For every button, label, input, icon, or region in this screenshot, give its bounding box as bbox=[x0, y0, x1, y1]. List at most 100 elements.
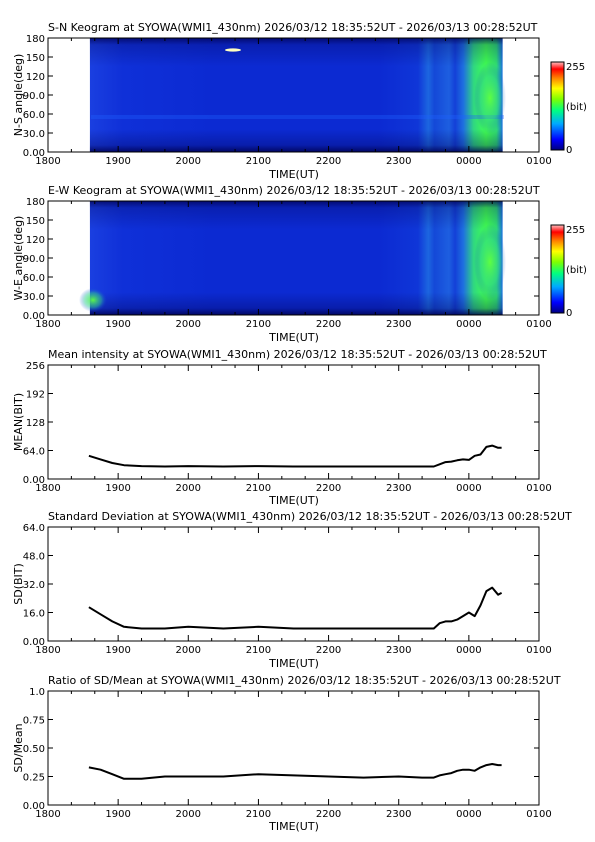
sn-colorbar-min: 0 bbox=[566, 145, 572, 156]
ew-colorbar-min: 0 bbox=[566, 308, 572, 319]
ratio-ytick-label: 0.50 bbox=[23, 744, 45, 755]
ew-keogram-xtick-label: 0000 bbox=[456, 319, 481, 330]
mean-xtick-label: 2200 bbox=[316, 483, 341, 494]
ew-keogram-title: E-W Keogram at SYOWA(WMI1_430nm) 2026/03… bbox=[48, 184, 540, 197]
mean-ytick-label: 192 bbox=[26, 390, 45, 401]
sn-keogram-bright-spot bbox=[225, 48, 241, 52]
ew-keogram-ytick-label: 120 bbox=[26, 235, 45, 246]
ew-keogram-xticks: 1800 1900 2000 2100 2200 2300 0000 0100 bbox=[35, 201, 552, 330]
sn-keogram-xtick-label: 0000 bbox=[456, 156, 481, 167]
sn-keogram-xtick-label: 1900 bbox=[105, 156, 130, 167]
ratio-xtick-label: 0100 bbox=[526, 809, 551, 820]
sd-ytick-label: 16.0 bbox=[23, 609, 45, 620]
sd-xtick-label: 2000 bbox=[176, 645, 201, 656]
sn-colorbar bbox=[550, 61, 565, 151]
mean-frame bbox=[47, 364, 540, 480]
sn-keogram-ytick-label: 90.0 bbox=[23, 91, 45, 102]
ew-keogram-ytick-label: 30.0 bbox=[23, 292, 45, 303]
sd-xtick-label: 2200 bbox=[316, 645, 341, 656]
sd-xtick-label: 1800 bbox=[35, 645, 60, 656]
sd-panel: Standard Deviation at SYOWA(WMI1_430nm) … bbox=[12, 510, 572, 670]
ew-keogram-xtick-label: 2000 bbox=[176, 319, 201, 330]
mean-panel: Mean intensity at SYOWA(WMI1_430nm) 2026… bbox=[12, 348, 552, 507]
mean-ytick-label: 0.00 bbox=[23, 475, 45, 486]
mean-ytick-label: 256 bbox=[26, 361, 45, 372]
ratio-yticks: 0.00 0.25 0.50 0.75 1.0 bbox=[23, 687, 539, 812]
ratio-line bbox=[88, 763, 502, 780]
ratio-xtick-label: 0000 bbox=[456, 809, 481, 820]
mean-xtick-label: 1900 bbox=[105, 483, 130, 494]
sn-keogram-title: S-N Keogram at SYOWA(WMI1_430nm) 2026/03… bbox=[48, 21, 538, 34]
ew-keogram-xtick-label: 1800 bbox=[35, 319, 60, 330]
sn-keogram-ytick-label: 0.00 bbox=[23, 148, 45, 159]
sn-keogram-xticks: 1800 1900 2000 2100 2200 2300 0000 0100 bbox=[35, 38, 552, 167]
sn-keogram-ytick-label: 150 bbox=[26, 53, 45, 64]
ratio-xlabel: TIME(UT) bbox=[268, 820, 319, 833]
mean-xtick-label: 0000 bbox=[456, 483, 481, 494]
ratio-xtick-label: 2300 bbox=[386, 809, 411, 820]
ew-keogram-xlabel: TIME(UT) bbox=[268, 331, 319, 344]
ew-keogram-ytick-label: 0.00 bbox=[23, 311, 45, 322]
ew-colorbar-unit: (bit) bbox=[566, 265, 587, 276]
ew-keogram-ytick-label: 60.0 bbox=[23, 273, 45, 284]
ew-colorbar bbox=[550, 224, 565, 314]
sn-colorbar-unit: (bit) bbox=[566, 102, 587, 113]
ew-colorbar-max: 255 bbox=[566, 225, 585, 236]
ew-keogram-yticks: 0.00 30.0 60.0 90.0 120 150 180 bbox=[23, 197, 539, 322]
mean-xlabel: TIME(UT) bbox=[268, 494, 319, 507]
ratio-xtick-label: 2100 bbox=[246, 809, 271, 820]
mean-xtick-label: 2100 bbox=[246, 483, 271, 494]
sd-xlabel: TIME(UT) bbox=[268, 657, 319, 670]
sd-xtick-label: 2300 bbox=[386, 645, 411, 656]
mean-ytick-label: 128 bbox=[26, 418, 45, 429]
mean-xtick-label: 2000 bbox=[176, 483, 201, 494]
sn-keogram-shading bbox=[89, 38, 503, 152]
sn-colorbar-max: 255 bbox=[566, 62, 585, 73]
sn-keogram-ytick-label: 30.0 bbox=[23, 129, 45, 140]
sn-keogram-xtick-label: 2000 bbox=[176, 156, 201, 167]
sn-keogram-xtick-label: 2300 bbox=[386, 156, 411, 167]
sd-xtick-label: 0000 bbox=[456, 645, 481, 656]
sn-keogram-xtick-label: 2200 bbox=[316, 156, 341, 167]
ratio-xtick-label: 1900 bbox=[105, 809, 130, 820]
sd-yticks: 0.00 16.0 32.0 48.0 64.0 bbox=[23, 523, 539, 648]
sn-keogram-ylabel: N-S angle(deg) bbox=[12, 54, 25, 137]
mean-ytick-label: 64.0 bbox=[23, 447, 45, 458]
mean-yticks: 0.00 64.0 128 192 256 bbox=[23, 361, 539, 486]
ratio-xtick-label: 2000 bbox=[176, 809, 201, 820]
ratio-ytick-label: 0.75 bbox=[23, 716, 45, 727]
ew-keogram-ytick-label: 180 bbox=[26, 197, 45, 208]
sn-keogram-panel: S-N Keogram at SYOWA(WMI1_430nm) 2026/03… bbox=[12, 21, 587, 181]
sd-frame bbox=[47, 526, 540, 642]
ratio-panel: Ratio of SD/Mean at SYOWA(WMI1_430nm) 20… bbox=[12, 674, 561, 833]
sd-ytick-label: 64.0 bbox=[23, 523, 45, 534]
ew-keogram-bright-patch bbox=[474, 224, 506, 300]
sn-keogram-bright-patch bbox=[474, 62, 506, 134]
sn-keogram-xtick-label: 2100 bbox=[246, 156, 271, 167]
ew-keogram-ytick-label: 90.0 bbox=[23, 254, 45, 265]
ratio-ytick-label: 0.00 bbox=[23, 801, 45, 812]
sd-line bbox=[88, 586, 503, 630]
sd-xtick-label: 0100 bbox=[526, 645, 551, 656]
ratio-xtick-label: 2200 bbox=[316, 809, 341, 820]
mean-ylabel: MEAN(BIT) bbox=[12, 393, 25, 451]
sd-title: Standard Deviation at SYOWA(WMI1_430nm) … bbox=[48, 510, 572, 523]
ratio-ylabel: SD/Mean bbox=[12, 723, 25, 772]
ew-keogram-shading bbox=[89, 201, 503, 315]
ew-keogram-start-glow bbox=[79, 288, 107, 312]
ew-keogram-xtick-label: 2200 bbox=[316, 319, 341, 330]
ew-keogram-ylabel: W-E angle(deg) bbox=[12, 216, 25, 301]
ratio-ytick-label: 0.25 bbox=[23, 773, 45, 784]
mean-title: Mean intensity at SYOWA(WMI1_430nm) 2026… bbox=[48, 348, 547, 361]
sd-xtick-label: 2100 bbox=[246, 645, 271, 656]
ew-keogram-panel: E-W Keogram at SYOWA(WMI1_430nm) 2026/03… bbox=[12, 184, 587, 344]
ratio-ytick-label: 1.0 bbox=[29, 687, 45, 698]
ratio-xtick-label: 1800 bbox=[35, 809, 60, 820]
sn-keogram-xtick-label: 1800 bbox=[35, 156, 60, 167]
sd-ytick-label: 48.0 bbox=[23, 552, 45, 563]
sn-keogram-ytick-label: 180 bbox=[26, 34, 45, 45]
mean-xticks: 1800 1900 2000 2100 2200 2300 0000 0100 bbox=[35, 365, 552, 494]
sn-keogram-xlabel: TIME(UT) bbox=[268, 168, 319, 181]
ew-keogram-ytick-label: 150 bbox=[26, 216, 45, 227]
